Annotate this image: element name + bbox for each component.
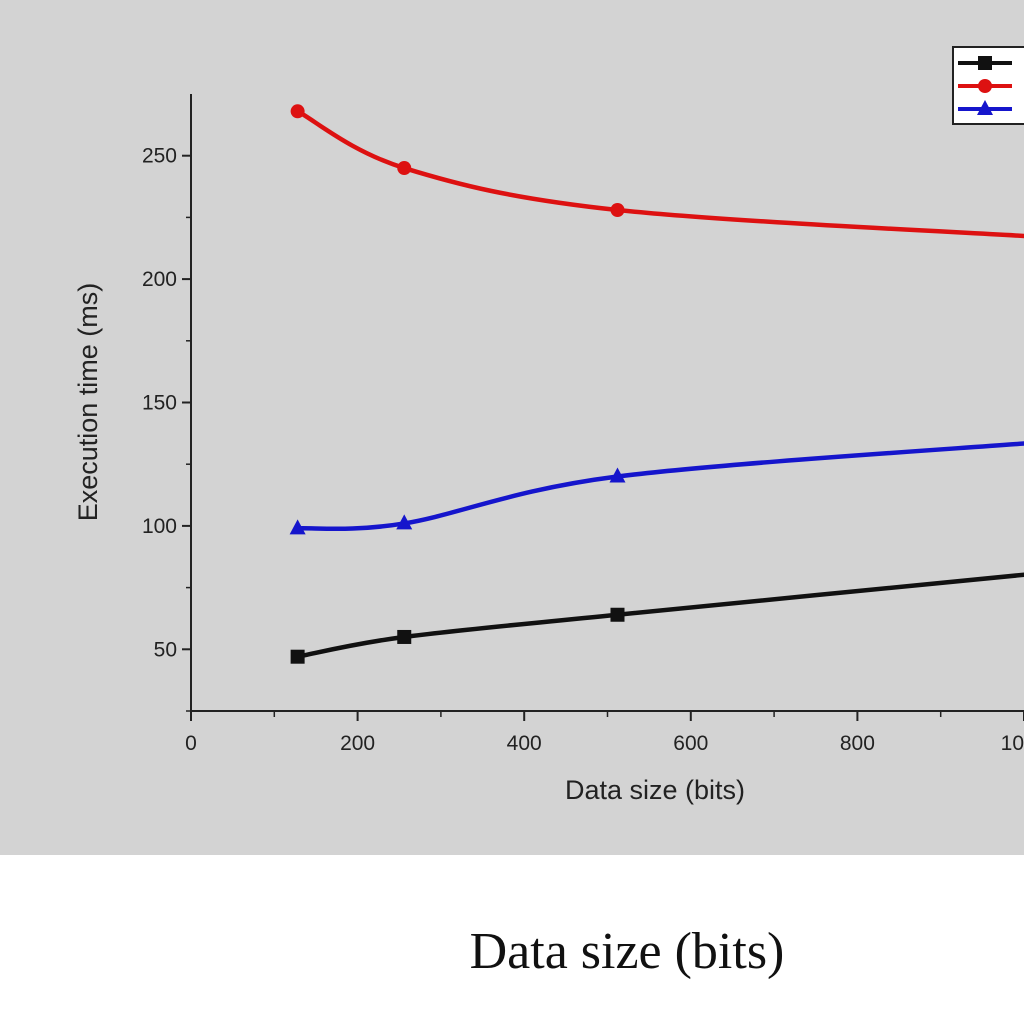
- x-tick-label: 200: [340, 732, 375, 755]
- y-tick-label: 200: [142, 268, 177, 291]
- data-point: [290, 649, 305, 664]
- data-point: [396, 514, 413, 530]
- x-tick-label: 400: [507, 732, 542, 755]
- x-tick-label: 0: [185, 732, 197, 755]
- line-chart: 50 100 150 200 250 0 200 400 600 800 1000 Data siz…: [73, 46, 1024, 805]
- series-3: [289, 441, 1024, 535]
- x-tick-label: 600: [673, 732, 708, 755]
- axes: 50 100 150 200 250 0 200 400 600 800 1000: [142, 94, 1024, 755]
- series-2: [290, 104, 1024, 239]
- series-layer: [289, 104, 1024, 664]
- y-tick-label: 100: [142, 515, 177, 538]
- data-point: [397, 161, 412, 176]
- x-axis-title: Data size (bits): [565, 775, 745, 805]
- figure-caption: Data size (bits): [469, 923, 785, 980]
- series-1: [290, 572, 1024, 664]
- x-tick-label: 800: [840, 732, 875, 755]
- data-point: [609, 467, 626, 483]
- y-tick-label: 250: [142, 145, 177, 168]
- legend-marker: [977, 100, 993, 115]
- y-tick-label: 150: [142, 392, 177, 415]
- legend: [952, 46, 1024, 125]
- y-tick-label: 50: [154, 638, 177, 661]
- data-point: [290, 104, 305, 119]
- series-line: [295, 572, 1024, 659]
- data-point: [610, 202, 625, 217]
- data-point: [397, 629, 412, 644]
- chart-panel: 50 100 150 200 250 0 200 400 600 800 1000 Data siz…: [0, 0, 1024, 855]
- data-point: [289, 519, 306, 535]
- data-point: [610, 607, 625, 622]
- legend-marker: [978, 56, 992, 70]
- x-tick-label: 1000: [1001, 732, 1024, 755]
- series-line: [295, 441, 1024, 532]
- y-axis-title: Execution time (ms): [73, 283, 103, 522]
- series-line: [295, 109, 1024, 239]
- legend-marker: [978, 79, 992, 93]
